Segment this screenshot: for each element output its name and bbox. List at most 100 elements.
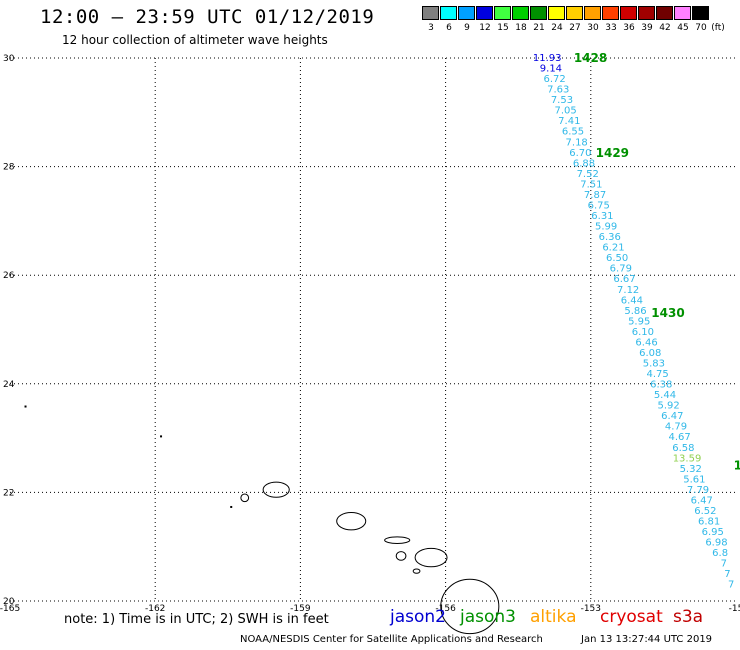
swh-value: 6.70 [569, 148, 591, 159]
satellite-track: 11.939.146.727.637.537.057.416.557.186.7… [533, 51, 740, 591]
small-island [24, 405, 27, 408]
scale-label: 3 [428, 23, 434, 33]
swh-value: 4.75 [646, 369, 668, 380]
swh-value: 6.52 [694, 506, 716, 517]
swh-value: 5.99 [595, 222, 617, 233]
island-oahu [336, 511, 367, 531]
lon-tick-label: -156 [435, 604, 456, 614]
small-island [160, 435, 163, 438]
lat-tick-label: 22 [3, 488, 14, 498]
map-subtitle: 12 hour collection of altimeter wave hei… [62, 33, 328, 47]
scale-label: 36 [623, 23, 635, 33]
scale-label: 18 [515, 23, 527, 33]
scale-swatch [530, 6, 547, 20]
scale-swatch [656, 6, 673, 20]
swh-value: 6.47 [661, 411, 683, 422]
time-label: 1428 [574, 51, 607, 65]
scale-label: 6 [446, 23, 452, 33]
scale-swatch [548, 6, 565, 20]
scale-swatch [440, 6, 457, 20]
axis-ticks: -165 -162 -159 -156 -153 -15 30 28 26 24 22 20 [0, 54, 740, 614]
lat-tick-label: 28 [3, 163, 15, 173]
swh-value: 7.12 [617, 285, 639, 296]
swh-value: 5.86 [624, 306, 646, 317]
swh-value: 6.8 [712, 548, 728, 559]
scale-label: 42 [659, 23, 671, 33]
scale-label: 39 [641, 23, 653, 33]
swh-value: 5.95 [628, 316, 650, 327]
swh-value: 6.98 [705, 538, 727, 549]
swh-value: 7.18 [566, 137, 588, 148]
swh-value: 7.79 [687, 485, 709, 496]
scale-swatch [458, 6, 475, 20]
swh-value: 7 [728, 580, 734, 591]
swh-value: 6.67 [613, 274, 635, 285]
lat-tick-label: 20 [3, 597, 15, 607]
swh-value: 7.51 [580, 179, 602, 190]
island-kahoolawe [412, 568, 421, 574]
island-molokai [384, 536, 411, 544]
swh-value: 6.08 [639, 348, 661, 359]
time-label: 14 [734, 458, 740, 472]
scale-label: 9 [464, 23, 470, 33]
satellite-s3a: s3a [673, 607, 704, 627]
map-grid [10, 57, 736, 602]
swh-value: 6.31 [591, 211, 613, 222]
swh-value: 7.63 [547, 85, 569, 96]
swh-value: 5.44 [654, 390, 676, 401]
island-niihau [240, 493, 250, 503]
swh-value: 7.53 [551, 95, 573, 106]
swh-value: 6.81 [698, 517, 720, 528]
hawaii-islands [24, 405, 500, 635]
swh-value: 7 [721, 559, 727, 570]
time-label: 1430 [651, 306, 684, 320]
lon-tick-label: -153 [581, 604, 601, 614]
swh-value: 9.14 [540, 64, 562, 75]
lon-tick-label: -159 [290, 604, 311, 614]
lat-tick-label: 24 [3, 380, 15, 390]
lat-tick-label: 26 [3, 271, 15, 281]
scale-label: 70 [695, 23, 707, 33]
swh-value: 6.75 [588, 200, 610, 211]
island-kauai [262, 481, 290, 498]
swh-value: 7 [724, 569, 730, 580]
scale-swatch [584, 6, 601, 20]
swh-value: 4.67 [669, 432, 691, 443]
satellite-jason2: jason2 [390, 607, 446, 627]
swh-value: 6.72 [543, 74, 565, 85]
scale-label: 30 [587, 23, 599, 33]
island-hawaii [440, 578, 500, 635]
swh-value: 5.83 [643, 358, 665, 369]
swh-value: 6.38 [650, 380, 672, 391]
scale-swatch [494, 6, 511, 20]
swh-value: 6.88 [573, 158, 595, 169]
scale-swatch [476, 6, 493, 20]
swh-value: 6.79 [610, 264, 632, 275]
scale-swatch [602, 6, 619, 20]
scale-label: 21 [533, 23, 545, 33]
swh-value: 13.59 [673, 453, 702, 464]
scale-unit: (ft) [711, 23, 725, 33]
scale-label: 24 [551, 23, 563, 33]
swh-value: 6.50 [606, 253, 628, 264]
scale-swatch [692, 6, 709, 20]
swh-value: 7.05 [554, 106, 576, 117]
scale-label: 33 [605, 23, 617, 33]
swh-value: 6.95 [702, 527, 724, 538]
small-island [230, 505, 233, 508]
map-title: 12:00 – 23:59 UTC 01/12/2019 [40, 6, 375, 28]
scale-swatch [620, 6, 637, 20]
swh-value: 5.32 [680, 464, 702, 475]
scale-label: 45 [677, 23, 689, 33]
lon-tick-label: -162 [145, 604, 165, 614]
footnote: note: 1) Time is in UTC; 2) SWH is in fe… [64, 612, 329, 627]
scale-label: 12 [479, 23, 491, 33]
scale-swatch [674, 6, 691, 20]
swh-value: 6.44 [621, 295, 643, 306]
swh-value: 6.36 [599, 232, 621, 243]
scale-swatch [512, 6, 529, 20]
credit-timestamp: Jan 13 13:27:44 UTC 2019 [581, 634, 713, 645]
swh-value: 5.61 [683, 474, 705, 485]
time-label: 1429 [596, 146, 629, 160]
